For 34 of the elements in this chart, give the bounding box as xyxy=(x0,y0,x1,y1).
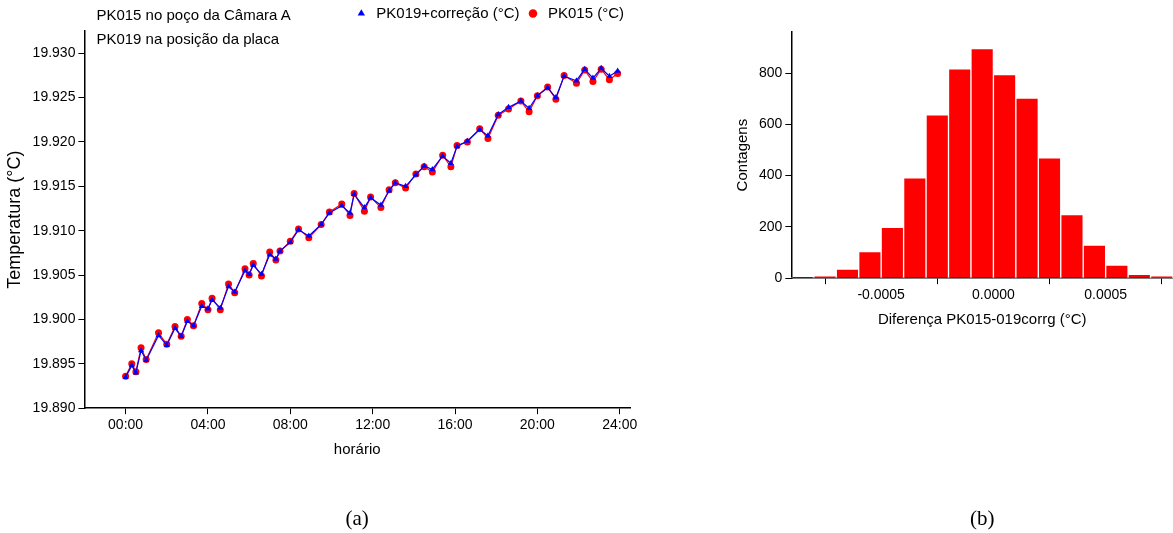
y-tick-label: 19.900 xyxy=(32,310,76,327)
x-tick-label: 12:00 xyxy=(355,416,391,433)
y-tick-label: 0 xyxy=(774,269,783,286)
y-axis-title: Temperatura (°C) xyxy=(3,150,24,289)
x-tick-label: 0.0000 xyxy=(971,286,1016,303)
text: PK015 no poço da Câmara A xyxy=(96,5,291,23)
y-tick-label: 19.890 xyxy=(32,399,76,416)
x-tick-label: 24:00 xyxy=(602,416,638,433)
annotation: PK019 na posição da placa xyxy=(96,29,280,47)
y-tick-label: 19.895 xyxy=(32,354,76,371)
x-tick-label: 04:00 xyxy=(190,416,226,433)
text: (b) xyxy=(969,506,995,531)
y-tick-label: 19.905 xyxy=(32,265,76,282)
y-tick-label: 19.910 xyxy=(32,221,76,238)
x-axis-title: Diferença PK015-019corrg (°C) xyxy=(877,310,1087,328)
y-tick-label: 600 xyxy=(759,115,783,132)
y-tick-label: 19.925 xyxy=(32,88,76,105)
x-tick-label: -0.0005 xyxy=(857,286,906,303)
x-tick-label: 08:00 xyxy=(272,416,309,433)
x-tick-label: 20:00 xyxy=(519,416,556,433)
legend-label: PK019+correção (°C) xyxy=(376,3,520,21)
x-tick-label: 00:00 xyxy=(108,416,144,433)
y-axis-title: Contagens xyxy=(733,118,751,192)
y-tick-label: 200 xyxy=(759,217,783,234)
x-tick-label: 16:00 xyxy=(437,416,473,433)
y-tick-label: 400 xyxy=(759,166,783,183)
y-tick-label: 800 xyxy=(759,63,783,80)
x-tick-label: 0.0005 xyxy=(1084,286,1128,303)
y-tick-label: 19.920 xyxy=(32,132,76,149)
text: (a) xyxy=(345,506,369,531)
legend-label: PK015 (°C) xyxy=(547,3,625,21)
x-axis-title: horário xyxy=(333,440,381,458)
y-tick-label: 19.915 xyxy=(32,177,76,194)
y-tick-label: 19.930 xyxy=(32,44,76,61)
